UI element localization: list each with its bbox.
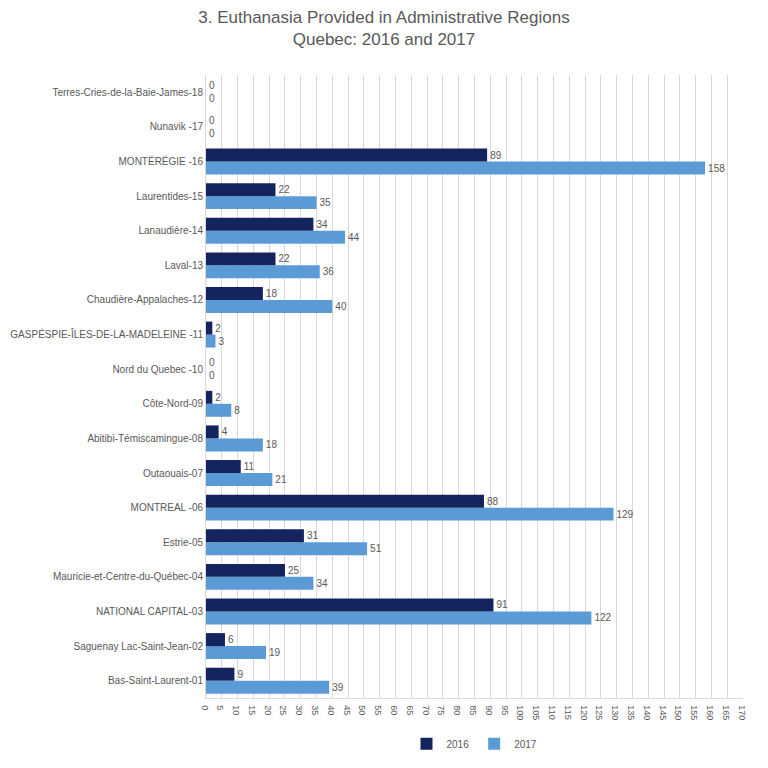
svg-text:22: 22 [278,184,290,195]
svg-text:40: 40 [326,705,336,715]
svg-text:0: 0 [209,115,215,126]
svg-text:Bas-Saint-Laurent-01: Bas-Saint-Laurent-01 [108,675,203,686]
svg-text:55: 55 [373,705,383,715]
svg-text:Laurentides-15: Laurentides-15 [136,191,203,202]
svg-text:105: 105 [531,705,541,720]
svg-text:0: 0 [209,80,215,91]
svg-text:4: 4 [222,426,228,437]
svg-text:122: 122 [594,612,611,623]
svg-text:40: 40 [335,301,347,312]
svg-text:50: 50 [357,705,367,715]
svg-text:11: 11 [244,461,255,472]
svg-text:18: 18 [266,439,278,450]
svg-text:Terres-Cries-de-la-Baie-James-: Terres-Cries-de-la-Baie-James-18 [52,87,203,98]
svg-text:19: 19 [269,647,281,658]
svg-text:Mauricie-et-Centre-du-Québec-0: Mauricie-et-Centre-du-Québec-04 [53,571,204,582]
svg-text:65: 65 [405,705,415,715]
svg-text:39: 39 [332,682,344,693]
svg-text:6: 6 [228,634,234,645]
svg-text:120: 120 [579,705,589,720]
svg-text:2016: 2016 [447,739,470,750]
svg-text:2: 2 [215,323,221,334]
svg-text:51: 51 [370,543,382,554]
svg-text:Laval-13: Laval-13 [165,260,204,271]
svg-text:60: 60 [389,705,399,715]
svg-text:NATIONAL CAPITAL-03: NATIONAL CAPITAL-03 [96,606,204,617]
svg-text:85: 85 [468,705,478,715]
svg-text:5: 5 [215,705,225,710]
svg-text:110: 110 [547,705,557,719]
svg-text:165: 165 [721,705,731,720]
svg-text:Estrie-05: Estrie-05 [163,537,203,548]
svg-text:158: 158 [708,163,725,174]
svg-text:170: 170 [737,705,747,720]
svg-text:Lanaudière-14: Lanaudière-14 [139,225,204,236]
svg-text:Outaouais-07: Outaouais-07 [143,468,203,479]
svg-text:2: 2 [215,392,221,403]
svg-text:160: 160 [705,705,715,720]
svg-text:35: 35 [320,197,332,208]
svg-text:91: 91 [496,599,508,610]
svg-text:34: 34 [316,578,328,589]
svg-text:Abitibi-Témiscamingue-08: Abitibi-Témiscamingue-08 [87,433,203,444]
svg-text:70: 70 [421,705,431,715]
svg-text:100: 100 [515,705,525,720]
svg-text:31: 31 [307,530,319,541]
svg-text:155: 155 [689,705,699,720]
svg-text:0: 0 [209,93,215,104]
svg-text:18: 18 [266,288,278,299]
svg-text:22: 22 [278,253,290,264]
svg-text:34: 34 [316,219,328,230]
svg-text:135: 135 [626,705,636,720]
svg-text:90: 90 [484,705,494,715]
svg-text:140: 140 [642,705,652,720]
svg-text:88: 88 [487,496,499,507]
svg-text:9: 9 [237,669,243,680]
svg-text:3: 3 [218,336,224,347]
svg-text:95: 95 [500,705,510,715]
svg-text:GASPÉSPIE-ÎLES-DE-LA-MADELEINE: GASPÉSPIE-ÎLES-DE-LA-MADELEINE -11 [10,328,203,340]
svg-text:0: 0 [200,705,210,710]
svg-text:150: 150 [673,705,683,720]
svg-text:MONTREAL -06: MONTREAL -06 [131,502,204,513]
svg-text:3. Euthanasia Provided in Admi: 3. Euthanasia Provided in Administrative… [198,8,569,49]
svg-text:MONTÉRÉGIE -16: MONTÉRÉGIE -16 [119,155,204,167]
svg-text:145: 145 [658,705,668,720]
svg-text:25: 25 [278,705,288,715]
svg-text:0: 0 [209,370,215,381]
svg-text:Saguenay Lac-Saint-Jean-02: Saguenay Lac-Saint-Jean-02 [73,641,203,652]
svg-text:Côte-Nord-09: Côte-Nord-09 [142,398,203,409]
svg-text:44: 44 [348,232,360,243]
svg-text:115: 115 [563,705,573,719]
svg-text:2017: 2017 [514,739,537,750]
svg-text:36: 36 [323,266,335,277]
svg-text:130: 130 [610,705,620,720]
svg-text:Chaudière-Appalaches-12: Chaudière-Appalaches-12 [87,294,204,305]
svg-text:20: 20 [263,705,273,715]
svg-text:80: 80 [452,705,462,715]
svg-text:45: 45 [342,705,352,715]
svg-text:25: 25 [288,565,300,576]
svg-text:30: 30 [294,705,304,715]
svg-text:10: 10 [231,705,241,715]
svg-text:Nord du Quebec -10: Nord du Quebec -10 [112,364,203,375]
svg-text:129: 129 [616,509,633,520]
svg-text:75: 75 [436,705,446,715]
svg-text:89: 89 [490,150,502,161]
svg-text:15: 15 [247,705,257,715]
svg-text:125: 125 [594,705,604,720]
svg-text:35: 35 [310,705,320,715]
svg-text:Nunavik -17: Nunavik -17 [150,121,204,132]
svg-text:8: 8 [234,405,240,416]
svg-text:0: 0 [209,128,215,139]
svg-text:21: 21 [275,474,287,485]
svg-text:0: 0 [209,357,215,368]
